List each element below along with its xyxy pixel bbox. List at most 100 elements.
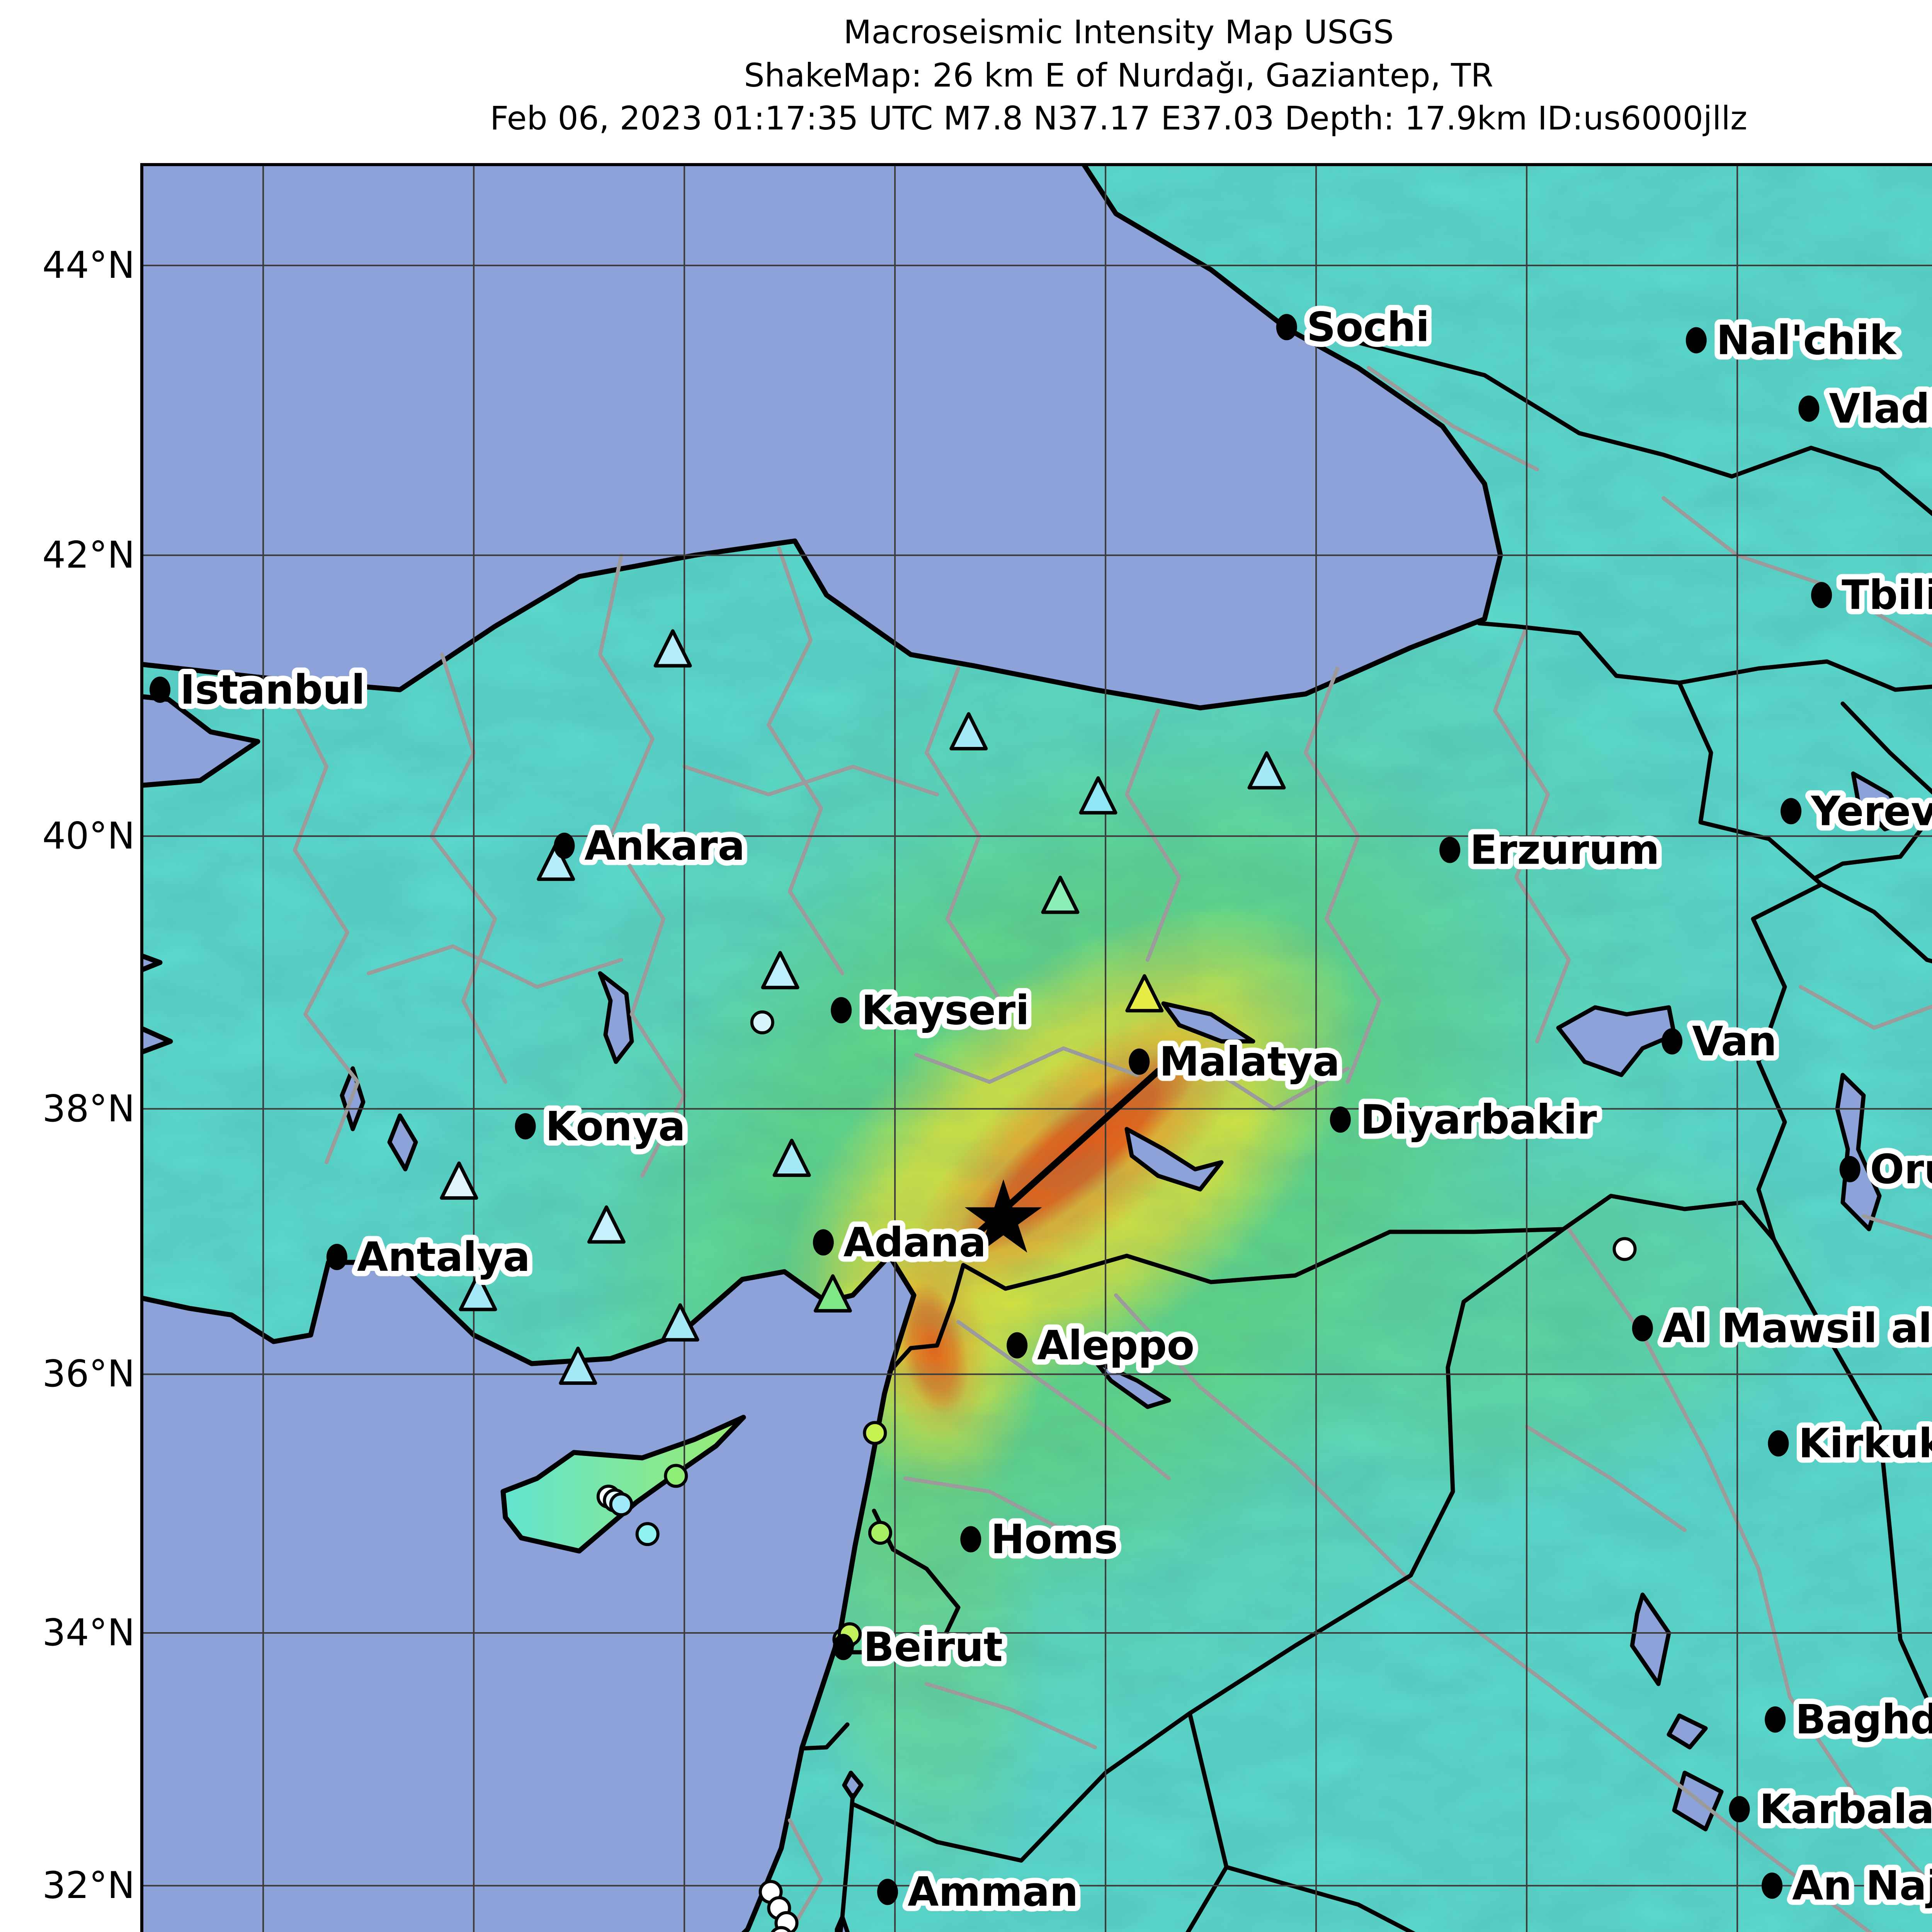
lake — [387, 1113, 418, 1172]
sea — [143, 954, 163, 972]
city-marker — [1662, 1028, 1683, 1055]
country-border — [1819, 882, 1932, 964]
lake — [1161, 1001, 1255, 1044]
country-border — [838, 1793, 855, 1932]
city-marker — [1685, 327, 1707, 354]
y-tick-label: 44°N — [42, 244, 135, 287]
seismic-instrument-marker — [1125, 974, 1164, 1013]
city-label: Homs — [991, 1516, 1118, 1563]
city-label: Vladikavkaz — [1829, 385, 1932, 432]
province-border — [282, 681, 360, 1164]
reported-intensity-marker — [664, 1464, 688, 1488]
seismic-instrument-marker — [661, 1303, 699, 1342]
epicenter-star — [964, 1179, 1042, 1253]
city-label: Al Mawsil al Jadidah — [1663, 1305, 1932, 1352]
reported-intensity-marker — [750, 1010, 774, 1034]
title-block: Macroseismic Intensity Map USGS ShakeMap… — [0, 11, 1932, 140]
city-marker — [1276, 314, 1297, 340]
seismic-instrument-marker — [459, 1273, 497, 1311]
lake — [1851, 771, 1908, 832]
city-marker — [515, 1113, 536, 1139]
seismic-instrument-marker — [949, 712, 988, 750]
city-marker — [1768, 1430, 1789, 1457]
city-marker — [1632, 1315, 1653, 1342]
seismic-instrument-marker — [653, 629, 692, 668]
y-tick-label: 36°N — [42, 1353, 135, 1396]
country-border — [1187, 1711, 1229, 1869]
seismic-instrument-marker — [813, 1274, 852, 1313]
city-marker — [1762, 1872, 1783, 1899]
seismic-instrument-marker — [559, 1346, 597, 1385]
map-subtitle: ShakeMap: 26 km E of Nurdağı, Gaziantep,… — [744, 56, 1493, 94]
y-tick-label: 40°N — [42, 815, 135, 857]
seismic-instrument-marker — [1041, 876, 1080, 914]
city-marker — [1007, 1332, 1028, 1359]
province-border — [430, 653, 507, 1084]
reported-intensity-marker — [609, 1492, 633, 1517]
city-marker — [960, 1526, 981, 1553]
province-border — [367, 944, 623, 989]
city-label: Diyarbakir — [1361, 1096, 1597, 1143]
province-border — [1304, 667, 1381, 1084]
event-info: Feb 06, 2023 01:17:35 UTC M7.8 N37.17 E3… — [490, 99, 1748, 138]
sea — [143, 166, 1503, 711]
lake — [1630, 1592, 1671, 1686]
city-label: Orumiyeh — [1870, 1146, 1932, 1193]
country-border — [1814, 701, 1932, 880]
country-border — [1677, 659, 1932, 692]
lake — [1835, 1073, 1882, 1231]
city-marker — [1129, 1048, 1150, 1075]
seismic-instrument-marker — [537, 842, 575, 881]
city-label: Kirkuk — [1798, 1420, 1932, 1467]
city-marker — [554, 832, 575, 859]
city-marker — [1839, 1156, 1861, 1182]
province-border — [903, 1476, 1065, 1532]
country-border — [1751, 882, 1824, 1242]
country-border — [1314, 329, 1932, 516]
city-marker — [1798, 395, 1820, 422]
y-tick-label: 34°N — [42, 1612, 135, 1655]
reported-intensity-marker — [868, 1520, 892, 1545]
city-label: Malatya — [1159, 1038, 1340, 1085]
city-label: Baghdad — [1795, 1696, 1932, 1743]
seismic-instrument-marker — [772, 1139, 811, 1177]
city-label: Beirut — [864, 1623, 1003, 1670]
map-title: Macroseismic Intensity Map USGS — [843, 13, 1394, 51]
province-border — [1872, 610, 1932, 648]
country-border — [799, 1722, 850, 1751]
city-marker — [1330, 1106, 1351, 1133]
city-marker — [831, 997, 852, 1024]
city-label: Amman — [908, 1868, 1078, 1915]
seismic-instrument-marker — [440, 1161, 478, 1200]
lake — [1124, 1127, 1224, 1192]
city-marker — [326, 1244, 347, 1270]
lake — [598, 971, 634, 1064]
city-marker — [150, 677, 171, 703]
city-marker — [1781, 798, 1802, 825]
city-label: Istanbul — [180, 666, 365, 713]
city-label: Konya — [546, 1103, 685, 1150]
city-label: An Najaf — [1792, 1862, 1932, 1909]
city-label: Erzurum — [1470, 827, 1660, 874]
country-border — [887, 1194, 1776, 1374]
country-border — [1772, 1237, 1932, 1716]
city-label: Tbilisi — [1842, 571, 1932, 619]
city-label: Yerevan — [1810, 787, 1932, 835]
province-border — [1799, 985, 1932, 1030]
province-border — [1525, 1425, 1687, 1532]
city-label: Aleppo — [1037, 1322, 1194, 1369]
y-tick-label: 38°N — [42, 1087, 135, 1130]
city-label: Antalya — [357, 1233, 530, 1281]
province-border — [914, 1046, 1139, 1084]
province-border — [767, 546, 844, 975]
seismic-instrument-marker — [1247, 751, 1286, 790]
sea — [143, 694, 260, 788]
country-border — [850, 1711, 1192, 1863]
city-marker — [1439, 837, 1461, 863]
city-label: Ankara — [584, 822, 745, 869]
city-label: Kayseri — [861, 986, 1029, 1034]
country-border — [1224, 1865, 1416, 1932]
seismic-instrument-marker — [587, 1205, 626, 1244]
city-label: Van — [1692, 1018, 1777, 1065]
